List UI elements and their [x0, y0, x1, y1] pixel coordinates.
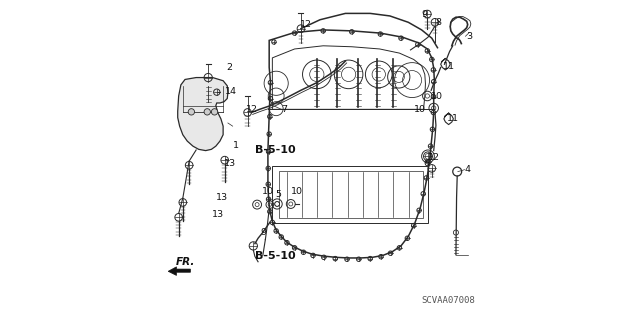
Text: 10: 10: [413, 105, 426, 114]
Text: 14: 14: [225, 87, 237, 96]
Text: 12: 12: [300, 20, 312, 29]
Text: 12: 12: [428, 153, 440, 162]
Text: 13: 13: [224, 159, 236, 168]
Text: 9: 9: [421, 11, 427, 19]
Text: 7: 7: [281, 105, 287, 114]
Text: 1: 1: [233, 141, 239, 150]
Text: 2: 2: [227, 63, 232, 72]
Text: B-5-10: B-5-10: [255, 145, 296, 155]
Text: 6: 6: [423, 159, 429, 168]
Text: 5: 5: [276, 190, 282, 199]
Circle shape: [204, 109, 211, 115]
Circle shape: [211, 109, 218, 115]
Text: 13: 13: [216, 193, 228, 202]
Polygon shape: [178, 78, 228, 151]
Text: 13: 13: [212, 210, 224, 219]
Text: 11: 11: [447, 114, 459, 123]
Text: B-5-10: B-5-10: [255, 251, 296, 261]
Text: 11: 11: [444, 62, 455, 71]
Text: 9: 9: [260, 228, 266, 237]
Text: 8: 8: [435, 19, 441, 27]
Circle shape: [188, 109, 195, 115]
Polygon shape: [168, 267, 191, 275]
Text: 10: 10: [262, 187, 274, 197]
Text: SCVAA07008: SCVAA07008: [421, 296, 475, 305]
Text: FR.: FR.: [175, 257, 195, 267]
Text: 3: 3: [466, 32, 472, 41]
Text: 4: 4: [465, 165, 470, 174]
Text: 10: 10: [291, 187, 303, 197]
Text: 12: 12: [246, 105, 259, 114]
Text: 10: 10: [431, 92, 442, 101]
